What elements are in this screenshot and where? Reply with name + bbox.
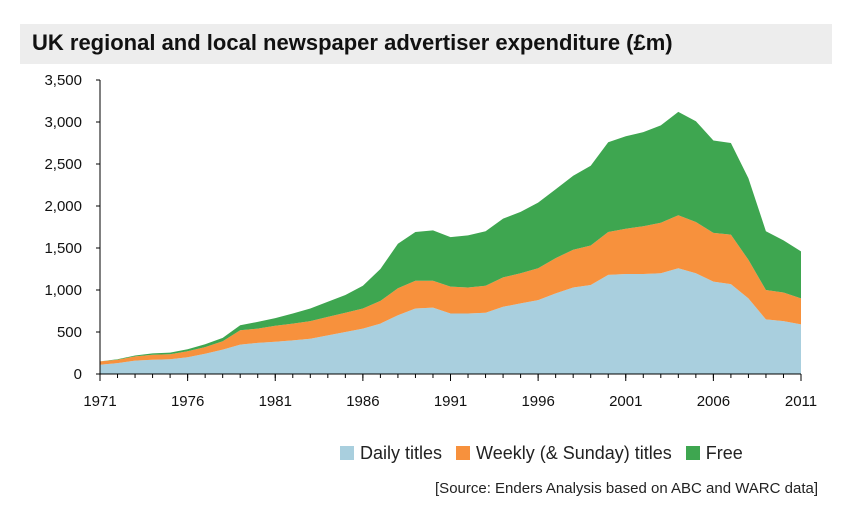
y-tick-label: 1,000 [44,282,82,299]
x-tick-label: 2011 [785,393,817,410]
chart-title: UK regional and local newspaper advertis… [32,30,673,55]
area-series-2 [100,111,801,362]
x-tick-label: 1971 [83,393,116,410]
y-tick-label: 2,000 [44,198,82,215]
y-tick-label: 3,500 [44,72,82,89]
area-series-0 [100,268,801,374]
legend-swatch-free [685,446,700,460]
legend-label-daily: Daily titles [360,442,443,463]
y-tick-label: 500 [57,324,82,341]
title-bar: UK regional and local newspaper advertis… [20,24,832,64]
x-tick-label: 1986 [346,393,379,410]
legend-item-weekly: Weekly (& Sunday) titles [456,443,672,464]
x-tick-label: 1981 [259,393,292,410]
legend-swatch-weekly [456,446,471,460]
legend-label-weekly: Weekly (& Sunday) titles [476,442,672,463]
legend-item-daily: Daily titles [340,443,442,464]
source-note: [Source: Enders Analysis based on ABC an… [435,480,818,497]
legend: Daily titles Weekly (& Sunday) titles Fr… [340,442,757,464]
x-tick-label: 1991 [434,393,467,410]
y-tick-label: 3,000 [44,114,82,131]
y-tick-label: 2,500 [44,156,82,173]
x-tick-label: 1976 [171,393,204,410]
legend-swatch-daily [340,446,354,460]
x-tick-label: 1996 [521,393,554,410]
area-series-1 [100,215,801,365]
y-tick-label: 1,500 [44,240,82,257]
y-tick-label: 0 [74,366,82,383]
legend-label-free: Free [705,442,743,463]
legend-item-free: Free [685,442,743,464]
x-tick-label: 2001 [609,393,642,410]
x-tick-label: 2006 [697,393,730,410]
